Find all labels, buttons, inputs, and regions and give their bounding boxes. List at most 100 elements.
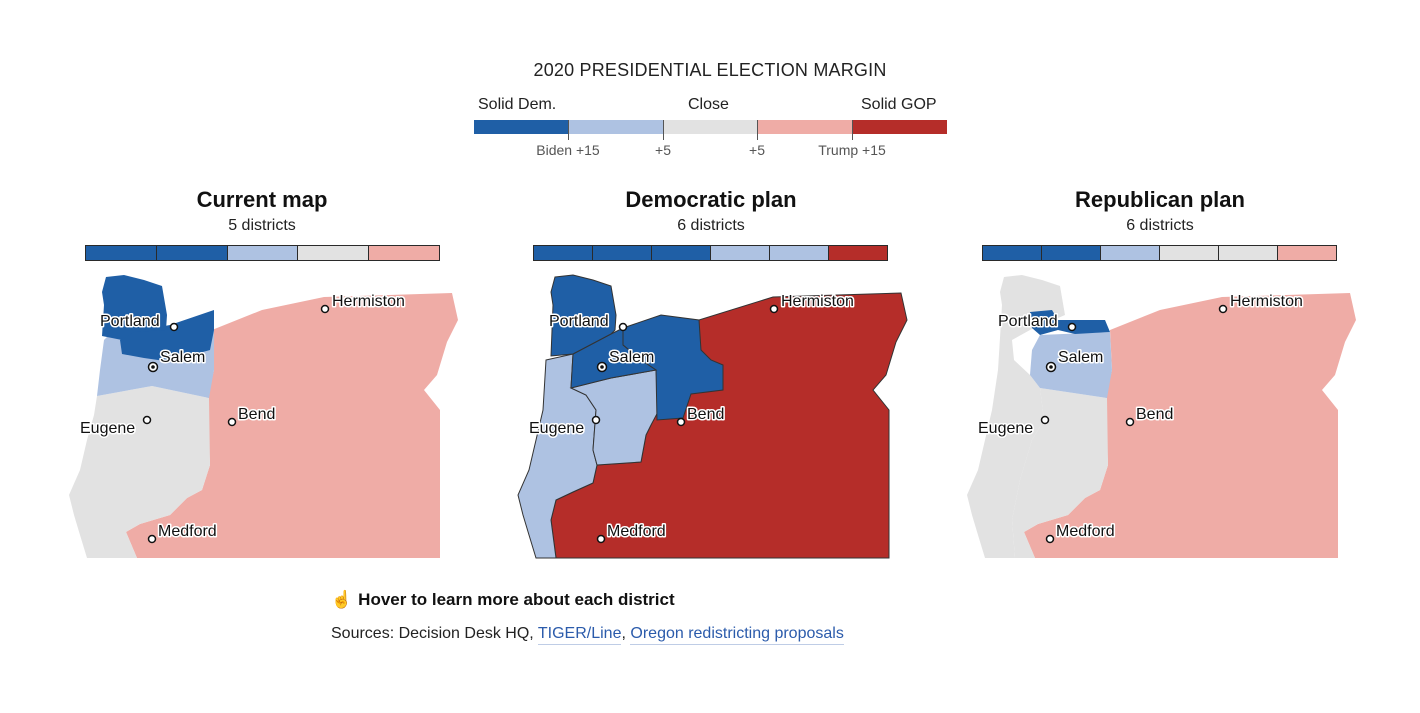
legend-tick-mark [663, 120, 664, 140]
city-dot [769, 304, 779, 314]
city-label-hermiston: Hermiston [781, 293, 854, 310]
panel-democratic-plan: Democratic plan 6 districts Portland Sal… [511, 185, 911, 559]
district-swatch[interactable] [1101, 246, 1160, 260]
oregon-district-map: Portland Salem Hermiston Eugene Bend Med… [517, 274, 908, 559]
city-dot [147, 534, 157, 544]
city-label-medford: Medford [158, 523, 217, 540]
district-swatch[interactable] [86, 246, 157, 260]
city-label-salem: Salem [160, 349, 205, 366]
district-swatch[interactable] [770, 246, 829, 260]
legend-swatch-solid-dem [474, 120, 569, 134]
sources-prefix: Sources: Decision Desk HQ, [331, 625, 534, 642]
legend-tick-mark [757, 120, 758, 140]
legend-tick-label-trump-15: Trump +15 [818, 142, 886, 158]
district-swatch[interactable] [711, 246, 770, 260]
source-link-oregon-proposals[interactable]: Oregon redistricting proposals [630, 625, 844, 645]
district-shape[interactable] [1012, 388, 1108, 558]
city-label-salem: Salem [609, 349, 654, 366]
district-swatch[interactable] [1042, 246, 1101, 260]
city-dot [227, 417, 237, 427]
legend-swatch-close [663, 120, 758, 134]
district-swatch[interactable] [298, 246, 370, 260]
panel-subtitle: 6 districts [677, 217, 745, 234]
legend-swatch-lean-gop [757, 120, 853, 134]
city-dot [1040, 415, 1050, 425]
pointer-hand-icon: ☝ [331, 590, 353, 609]
district-shape[interactable] [1030, 310, 1058, 335]
district-swatch[interactable] [1219, 246, 1278, 260]
hover-instruction: ☝ Hover to learn more about each district [331, 590, 675, 610]
panel-subtitle: 5 districts [228, 217, 296, 234]
city-label-hermiston: Hermiston [332, 293, 405, 310]
district-shape[interactable] [126, 293, 458, 558]
legend-label-close: Close [688, 96, 729, 113]
city-label-bend: Bend [687, 406, 724, 423]
district-swatch[interactable] [227, 246, 299, 260]
district-swatch[interactable] [983, 246, 1042, 260]
district-swatch[interactable] [156, 246, 228, 260]
legend-label-solid-gop: Solid GOP [861, 96, 937, 113]
city-dot [1067, 322, 1077, 332]
district-swatch[interactable] [369, 246, 439, 260]
city-dot [591, 415, 601, 425]
source-link-tiger-line[interactable]: TIGER/Line [537, 625, 622, 645]
district-shape[interactable] [1058, 320, 1110, 334]
legend-title: 2020 PRESIDENTIAL ELECTION MARGIN [533, 60, 887, 80]
legend-label-solid-dem: Solid Dem. [478, 96, 557, 113]
city-label-eugene: Eugene [529, 420, 584, 437]
city-label-bend: Bend [238, 406, 275, 423]
district-swatch[interactable] [1160, 246, 1219, 260]
capital-dot-center [1049, 365, 1053, 369]
panel-current-map: Current map 5 districts Portland Salem H… [62, 185, 462, 558]
district-shape[interactable] [570, 327, 658, 389]
city-label-portland: Portland [100, 313, 160, 330]
panel-title: Current map [196, 187, 328, 212]
panel-title: Democratic plan [625, 187, 797, 212]
city-dot [1045, 534, 1055, 544]
district-shape[interactable] [102, 275, 167, 340]
legend-color-bar [474, 120, 947, 134]
legend-swatch-lean-dem [568, 120, 664, 134]
city-label-medford: Medford [607, 523, 666, 540]
district-strip [982, 245, 1337, 261]
city-label-portland: Portland [998, 313, 1058, 330]
district-swatch[interactable] [593, 246, 652, 260]
city-dot [676, 417, 686, 427]
city-dot [596, 534, 606, 544]
city-label-eugene: Eugene [978, 420, 1033, 437]
oregon-district-map: Portland Salem Hermiston Eugene Bend Med… [967, 275, 1356, 558]
district-strip [85, 245, 440, 261]
district-shape[interactable] [69, 386, 210, 558]
city-label-medford: Medford [1056, 523, 1115, 540]
district-swatch[interactable] [829, 246, 887, 260]
city-label-portland: Portland [549, 313, 609, 330]
legend-swatch-solid-gop [852, 120, 947, 134]
legend-tick-label-dem-5: +5 [655, 142, 671, 158]
city-dot [618, 322, 628, 332]
sources-separator: , [621, 625, 626, 642]
district-shape[interactable] [967, 275, 1065, 558]
district-shape[interactable] [550, 274, 617, 357]
district-shape[interactable] [120, 310, 214, 362]
district-swatch[interactable] [1278, 246, 1336, 260]
capital-dot-center [151, 365, 155, 369]
district-swatch[interactable] [652, 246, 711, 260]
oregon-district-map: Portland Salem Hermiston Eugene Bend Med… [69, 275, 458, 558]
city-dot [142, 415, 152, 425]
capital-dot-center [600, 365, 604, 369]
legend-tick-label-biden-15: Biden +15 [536, 142, 600, 158]
city-label-salem: Salem [1058, 349, 1103, 366]
district-swatch[interactable] [534, 246, 593, 260]
panel-title: Republican plan [1075, 187, 1245, 212]
district-shape[interactable] [1030, 332, 1112, 398]
city-dot [320, 304, 330, 314]
legend-tick-mark [568, 120, 569, 140]
legend-tick-label-gop-5: +5 [749, 142, 765, 158]
district-shape[interactable] [1024, 293, 1356, 558]
city-dot [1218, 304, 1228, 314]
city-dot [169, 322, 179, 332]
legend-tick-mark [852, 120, 853, 140]
city-label-bend: Bend [1136, 406, 1173, 423]
district-strip [533, 245, 888, 261]
sources-line: Sources: Decision Desk HQ, TIGER/Line, O… [331, 625, 844, 645]
